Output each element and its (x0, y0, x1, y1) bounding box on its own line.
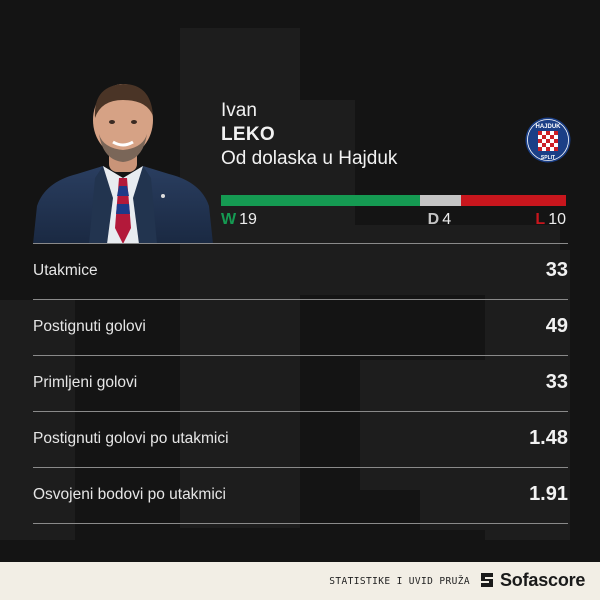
stat-label: Osvojeni bodovi po utakmici (33, 486, 226, 503)
stat-label: Utakmice (33, 262, 98, 279)
sofascore-logo-icon (481, 573, 493, 587)
crest-checker-cell (550, 131, 554, 135)
tenure-subtitle: Od dolaska u Hajduk (221, 148, 398, 169)
crest-checker-cell (538, 143, 542, 147)
crest-checker-cell (542, 147, 546, 151)
crest-text-bottom: SPLIT (541, 155, 555, 161)
crest-checker-cell (554, 131, 558, 135)
sofascore-brand: Sofascore (500, 570, 586, 590)
stat-value: 33 (545, 259, 568, 281)
wins-segment (221, 195, 420, 206)
crest-checker-cell (550, 135, 554, 139)
coach-first-name: Ivan (221, 100, 257, 121)
crest-text-top: HAJDUK (535, 124, 561, 130)
footer: STATISTIKE I UVID PRUŽA (0, 562, 600, 600)
crest-checker-cell (546, 139, 550, 143)
stat-value: 1.48 (529, 427, 568, 449)
crest-checker-cell (538, 131, 542, 135)
crest-checker-cell (538, 147, 542, 151)
crest-checker-cell (538, 135, 542, 139)
losses-segment (461, 195, 566, 206)
crest-checker-cell (542, 143, 546, 147)
stat-label: Primljeni golovi (33, 374, 138, 391)
coach-photo (33, 84, 213, 244)
wins-label: W 19 (221, 211, 257, 228)
stat-row: Osvojeni bodovi po utakmici 1.91 (33, 467, 568, 524)
stat-value: 49 (545, 315, 568, 337)
crest-checker-cell (550, 147, 554, 151)
stat-row: Utakmice 33 (33, 243, 568, 299)
footer-credit: STATISTIKE I UVID PRUŽA (329, 576, 470, 587)
crest-checker-cell (538, 139, 542, 143)
crest-checker-cell (546, 143, 550, 147)
crest-checker-cell (542, 131, 546, 135)
crest-checker-cell (554, 147, 558, 151)
background-shape (0, 300, 75, 540)
stats-table: Utakmice 33 Postignuti golovi 49 Primlje… (33, 243, 568, 524)
stat-row: Primljeni golovi 33 (33, 355, 568, 411)
coach-last-name: LEKO (221, 124, 275, 145)
draws-segment (419, 195, 462, 206)
crest-checker-cell (542, 135, 546, 139)
stat-value: 33 (545, 371, 568, 393)
crest-checker-cell (550, 139, 554, 143)
background-shape (360, 360, 490, 490)
crest-checker-cell (546, 147, 550, 151)
hajduk-crest-icon: HAJDUK SPLIT (525, 117, 571, 163)
stat-label: Postignuti golovi po utakmici (33, 430, 229, 447)
stat-label: Postignuti golovi (33, 318, 146, 335)
crest-checker-cell (554, 135, 558, 139)
stat-row: Postignuti golovi po utakmici 1.48 (33, 411, 568, 467)
crest-checker-cell (554, 139, 558, 143)
losses-label: L 10 (535, 211, 566, 228)
crest-checker-cell (546, 135, 550, 139)
crest-checker-cell (554, 143, 558, 147)
coach-header: Ivan LEKO Od dolaska u Hajduk (221, 99, 397, 171)
stat-row: Postignuti golovi 49 (33, 299, 568, 355)
background-shape (180, 28, 300, 528)
crest-checker-cell (542, 139, 546, 143)
crest-checker-cell (546, 131, 550, 135)
stat-value: 1.91 (529, 483, 568, 505)
record-bar (221, 195, 566, 206)
crest-checker-cell (550, 143, 554, 147)
